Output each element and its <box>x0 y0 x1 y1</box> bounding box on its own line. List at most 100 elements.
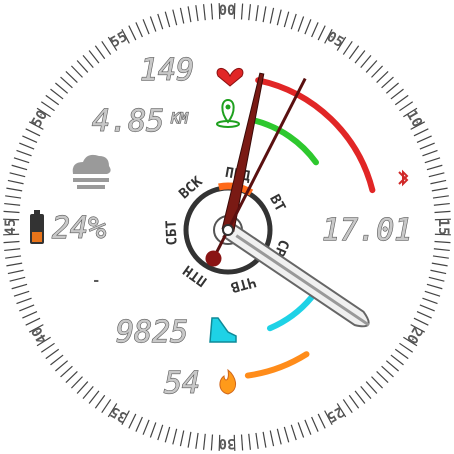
dial-tick <box>83 386 93 398</box>
map-pin-icon <box>217 100 239 127</box>
dial-tick <box>399 102 412 111</box>
dial-tick <box>173 10 177 26</box>
dial-tick <box>17 150 32 155</box>
dial-tick <box>204 4 206 20</box>
dial-tick <box>19 305 34 311</box>
dial-tick <box>256 5 258 21</box>
dial-tick <box>150 422 155 437</box>
dial-tick <box>382 77 394 88</box>
weekday-label: ЧТВ <box>229 273 258 295</box>
dial-tick <box>5 196 21 198</box>
dial-tick <box>305 19 311 34</box>
dial-tick <box>366 61 377 73</box>
dial-tick <box>71 66 82 78</box>
dial-tick <box>284 427 288 442</box>
heart-rate-value: 149 <box>140 53 194 88</box>
dial-tick <box>366 382 377 394</box>
dial-tick <box>66 71 78 82</box>
dial-tick <box>414 318 428 325</box>
weekday-label: СБТ <box>163 220 180 246</box>
dial-tick <box>50 355 63 365</box>
dial-minute-label: 50 <box>29 108 51 131</box>
dial-tick <box>61 77 73 88</box>
dial-tick <box>425 158 440 163</box>
dial-minute-label: 30 <box>219 435 236 451</box>
dial-tick <box>26 318 40 325</box>
dial-minute-label: 25 <box>324 403 347 425</box>
dial-minute-label: 45 <box>3 219 19 236</box>
dial-tick <box>17 298 32 303</box>
calories-arc <box>248 354 307 375</box>
dial-tick <box>4 204 20 206</box>
dial-tick <box>188 432 191 448</box>
dial-tick <box>414 129 428 136</box>
dial-tick <box>434 249 450 251</box>
dial-tick <box>150 17 155 32</box>
dial-tick <box>22 136 37 143</box>
dial-tick <box>377 371 389 382</box>
dial-tick <box>343 399 352 412</box>
dial-tick <box>95 395 104 408</box>
battery-icon <box>30 210 44 244</box>
dial-tick <box>12 165 27 169</box>
dial-tick <box>196 5 198 21</box>
steps-arc <box>270 298 311 329</box>
dial-tick <box>433 256 449 258</box>
distance-value: 4.85 <box>92 104 164 139</box>
dial-tick <box>41 102 54 111</box>
dial-tick <box>386 361 398 371</box>
dial-tick <box>4 249 20 251</box>
dial-tick <box>284 12 288 27</box>
dial-tick <box>71 377 82 389</box>
dial-tick <box>158 425 163 440</box>
shoe-icon <box>210 318 236 342</box>
dial-tick <box>4 211 20 212</box>
dial-minute-label: 55 <box>108 29 131 51</box>
dial-tick <box>298 422 303 437</box>
dial-tick <box>270 8 273 24</box>
dial-tick <box>14 291 29 296</box>
dial-tick <box>420 143 435 149</box>
dial-tick <box>361 55 371 67</box>
dial-tick <box>263 6 266 22</box>
dial-tick <box>249 434 251 450</box>
dial-tick <box>249 4 251 20</box>
dial-tick <box>270 430 273 446</box>
dial-minute-label: 20 <box>403 324 425 347</box>
dial-tick <box>432 188 448 191</box>
dial-tick <box>399 343 412 352</box>
cloud-icon <box>73 155 111 189</box>
dial-tick <box>434 211 450 212</box>
dial-tick <box>425 291 440 296</box>
flame-icon <box>220 370 236 394</box>
dial-tick <box>277 429 281 445</box>
dial-tick <box>422 298 437 303</box>
dial-tick <box>312 417 319 432</box>
dial-tick <box>420 305 435 311</box>
heart-icon <box>217 68 243 86</box>
dial-tick <box>211 4 212 20</box>
dial-tick <box>46 95 59 104</box>
dial-tick <box>349 395 358 408</box>
dial-tick <box>263 432 266 448</box>
dial-tick <box>66 371 78 382</box>
dial-tick <box>12 284 27 288</box>
dial-tick <box>291 425 296 440</box>
dial-tick <box>26 129 40 136</box>
dial-tick <box>22 312 37 319</box>
dial-tick <box>8 180 24 183</box>
date-value: 17.01 <box>322 213 412 248</box>
dial-tick <box>89 50 99 63</box>
dial-tick <box>386 83 398 93</box>
dial-tick <box>4 242 20 243</box>
dial-tick <box>298 17 303 32</box>
dial-tick <box>256 433 258 449</box>
dial-minute-label: 00 <box>219 3 236 19</box>
dial-tick <box>318 414 325 428</box>
dial-tick <box>395 349 408 358</box>
dial-tick <box>102 399 111 412</box>
dial-tick <box>429 173 445 177</box>
dial-tick <box>136 22 143 37</box>
dial-tick <box>417 312 432 319</box>
dial-tick <box>242 4 243 20</box>
